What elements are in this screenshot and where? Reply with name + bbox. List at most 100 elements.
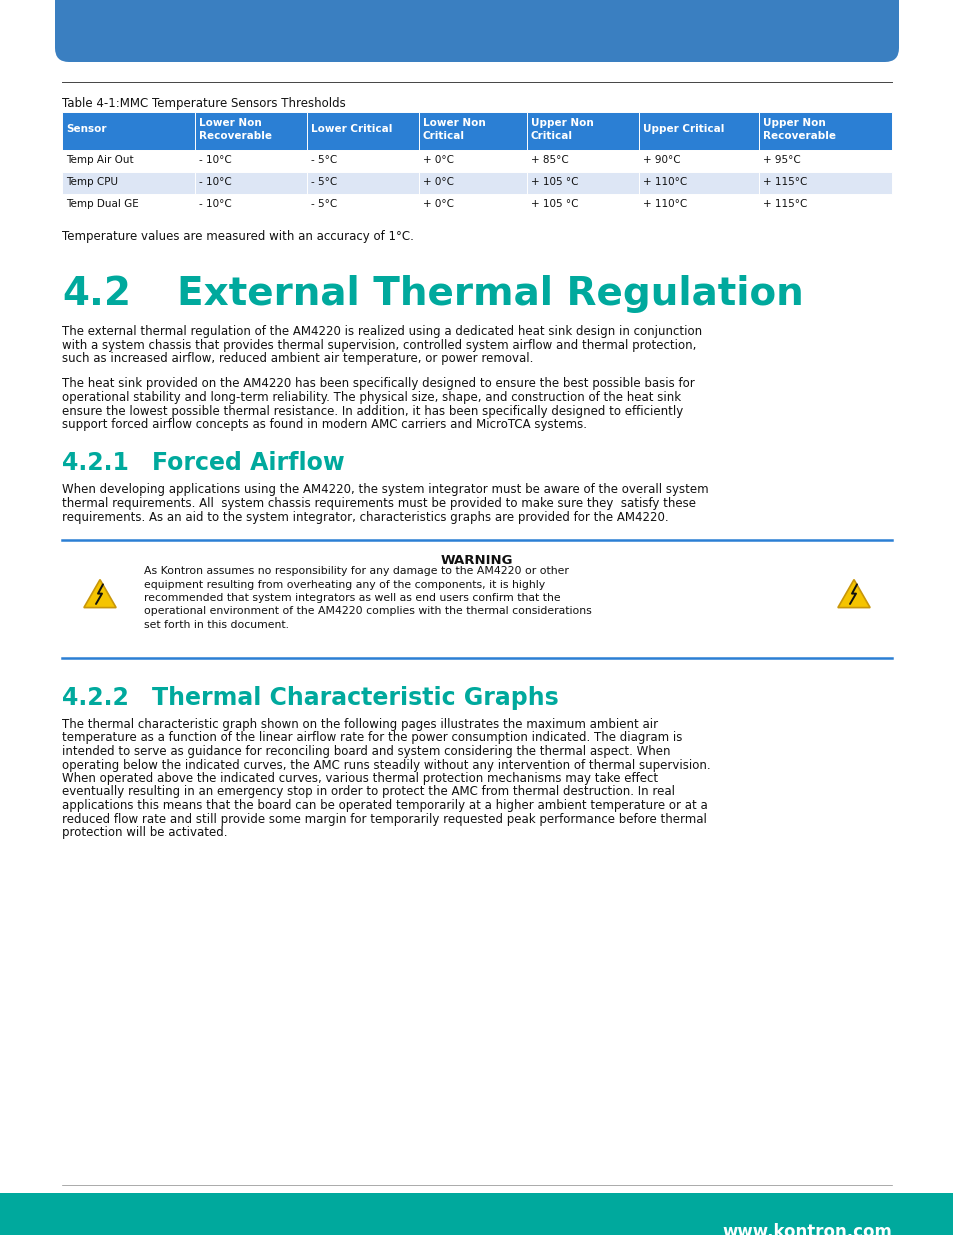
Text: requirements. As an aid to the system integrator, characteristics graphs are pro: requirements. As an aid to the system in…	[62, 510, 668, 524]
Bar	[194, 112, 307, 149]
Text: 27: 27	[469, 1200, 484, 1213]
Bar	[639, 149, 759, 172]
Text: + 95°C: + 95°C	[762, 156, 801, 165]
Text: When operated above the indicated curves, various thermal protection mechanisms : When operated above the indicated curves…	[62, 772, 658, 785]
Text: operational stability and long-term reliability. The physical size, shape, and c: operational stability and long-term reli…	[62, 391, 680, 404]
Bar	[526, 112, 639, 149]
Text: + 115°C: + 115°C	[762, 199, 807, 209]
Text: Lower Critical: Lower Critical	[311, 124, 392, 135]
Bar	[0, 1193, 953, 1235]
Text: Recoverable: Recoverable	[762, 131, 836, 141]
Bar	[418, 194, 526, 216]
Text: - 5°C: - 5°C	[311, 177, 336, 186]
Bar	[759, 172, 891, 194]
Text: Critical: Critical	[530, 131, 572, 141]
Bar	[526, 149, 639, 172]
Text: reduced flow rate and still provide some margin for temporarily requested peak p: reduced flow rate and still provide some…	[62, 813, 706, 825]
Bar	[62, 149, 194, 172]
Text: Upper Critical: Upper Critical	[642, 124, 723, 135]
Text: When developing applications using the AM4220, the system integrator must be awa: When developing applications using the A…	[62, 483, 708, 496]
Bar	[307, 194, 418, 216]
Text: equipment resulting from overheating any of the components, it is highly: equipment resulting from overheating any…	[144, 579, 544, 589]
Text: 4.2.1: 4.2.1	[62, 452, 129, 475]
Text: + 0°C: + 0°C	[422, 156, 454, 165]
Text: + 85°C: + 85°C	[530, 156, 568, 165]
Bar	[418, 149, 526, 172]
Text: set forth in this document.: set forth in this document.	[144, 620, 289, 630]
Bar	[418, 112, 526, 149]
Text: www.kontron.com: www.kontron.com	[721, 1223, 891, 1235]
Text: Lower Non: Lower Non	[422, 119, 485, 128]
Bar	[759, 149, 891, 172]
Text: Lower Non: Lower Non	[198, 119, 261, 128]
Bar	[307, 172, 418, 194]
Bar	[194, 172, 307, 194]
Text: 4.2: 4.2	[62, 275, 131, 312]
Text: External Thermal Regulation: External Thermal Regulation	[177, 275, 803, 312]
Text: + 110°C: + 110°C	[642, 199, 686, 209]
Text: applications this means that the board can be operated temporarily at a higher a: applications this means that the board c…	[62, 799, 707, 811]
Text: + 90°C: + 90°C	[642, 156, 679, 165]
Bar	[759, 194, 891, 216]
Text: - 5°C: - 5°C	[311, 156, 336, 165]
Text: + 115°C: + 115°C	[762, 177, 807, 186]
Text: - 10°C: - 10°C	[198, 177, 232, 186]
Text: Table 4-1:MMC Temperature Sensors Thresholds: Table 4-1:MMC Temperature Sensors Thresh…	[62, 98, 345, 110]
Bar	[194, 149, 307, 172]
Polygon shape	[84, 579, 116, 608]
Text: - 5°C: - 5°C	[311, 199, 336, 209]
Text: intended to serve as guidance for reconciling board and system considering the t: intended to serve as guidance for reconc…	[62, 745, 670, 758]
Text: thermal requirements. All  system chassis requirements must be provided to make : thermal requirements. All system chassis…	[62, 496, 696, 510]
Bar	[639, 172, 759, 194]
Text: operational environment of the AM4220 complies with the thermal considerations: operational environment of the AM4220 co…	[144, 606, 591, 616]
Bar	[526, 194, 639, 216]
Text: Upper Non: Upper Non	[530, 119, 593, 128]
Bar	[639, 112, 759, 149]
Text: 4.2.2: 4.2.2	[62, 685, 129, 710]
Text: support forced airflow concepts as found in modern AMC carriers and MicroTCA sys: support forced airflow concepts as found…	[62, 417, 586, 431]
Polygon shape	[837, 579, 869, 608]
Text: + 0°C: + 0°C	[422, 177, 454, 186]
Text: Sensor: Sensor	[66, 124, 107, 135]
Text: protection will be activated.: protection will be activated.	[62, 826, 227, 839]
Text: The external thermal regulation of the AM4220 is realized using a dedicated heat: The external thermal regulation of the A…	[62, 325, 701, 338]
Text: recommended that system integrators as well as end users confirm that the: recommended that system integrators as w…	[144, 593, 560, 603]
Bar	[759, 112, 891, 149]
Bar	[526, 172, 639, 194]
Text: eventually resulting in an emergency stop in order to protect the AMC from therm: eventually resulting in an emergency sto…	[62, 785, 675, 799]
Text: The heat sink provided on the AM4220 has been specifically designed to ensure th: The heat sink provided on the AM4220 has…	[62, 378, 694, 390]
Text: + 110°C: + 110°C	[642, 177, 686, 186]
Text: WARNING: WARNING	[440, 555, 513, 567]
Text: Recoverable: Recoverable	[198, 131, 272, 141]
Text: Thermal Characteristic Graphs: Thermal Characteristic Graphs	[152, 685, 558, 710]
Text: operating below the indicated curves, the AMC runs steadily without any interven: operating below the indicated curves, th…	[62, 758, 710, 772]
Text: + 0°C: + 0°C	[422, 199, 454, 209]
Text: such as increased airflow, reduced ambient air temperature, or power removal.: such as increased airflow, reduced ambie…	[62, 352, 533, 366]
Bar	[307, 149, 418, 172]
Text: Upper Non: Upper Non	[762, 119, 825, 128]
Text: Temp Dual GE: Temp Dual GE	[66, 199, 138, 209]
Bar	[194, 194, 307, 216]
Text: with a system chassis that provides thermal supervision, controlled system airfl: with a system chassis that provides ther…	[62, 338, 696, 352]
Bar	[418, 172, 526, 194]
Text: - 10°C: - 10°C	[198, 199, 232, 209]
Bar	[639, 194, 759, 216]
Text: Forced Airflow: Forced Airflow	[152, 452, 344, 475]
Bar	[62, 194, 194, 216]
Bar	[62, 172, 194, 194]
Text: - 10°C: - 10°C	[198, 156, 232, 165]
Text: Temp CPU: Temp CPU	[66, 177, 118, 186]
Text: temperature as a function of the linear airflow rate for the power consumption i: temperature as a function of the linear …	[62, 731, 681, 745]
Text: ensure the lowest possible thermal resistance. In addition, it has been specific: ensure the lowest possible thermal resis…	[62, 405, 682, 417]
Text: + 105 °C: + 105 °C	[530, 177, 578, 186]
Text: + 105 °C: + 105 °C	[530, 199, 578, 209]
Text: Critical: Critical	[422, 131, 464, 141]
Bar	[307, 112, 418, 149]
Text: The thermal characteristic graph shown on the following pages illustrates the ma: The thermal characteristic graph shown o…	[62, 718, 658, 731]
Text: As Kontron assumes no responsibility for any damage to the AM4220 or other: As Kontron assumes no responsibility for…	[144, 566, 568, 576]
FancyBboxPatch shape	[55, 0, 898, 62]
Bar	[62, 112, 194, 149]
Text: Temp Air Out: Temp Air Out	[66, 156, 133, 165]
Text: Temperature values are measured with an accuracy of 1°C.: Temperature values are measured with an …	[62, 230, 414, 243]
Text: AM4220: AM4220	[843, 1200, 891, 1213]
